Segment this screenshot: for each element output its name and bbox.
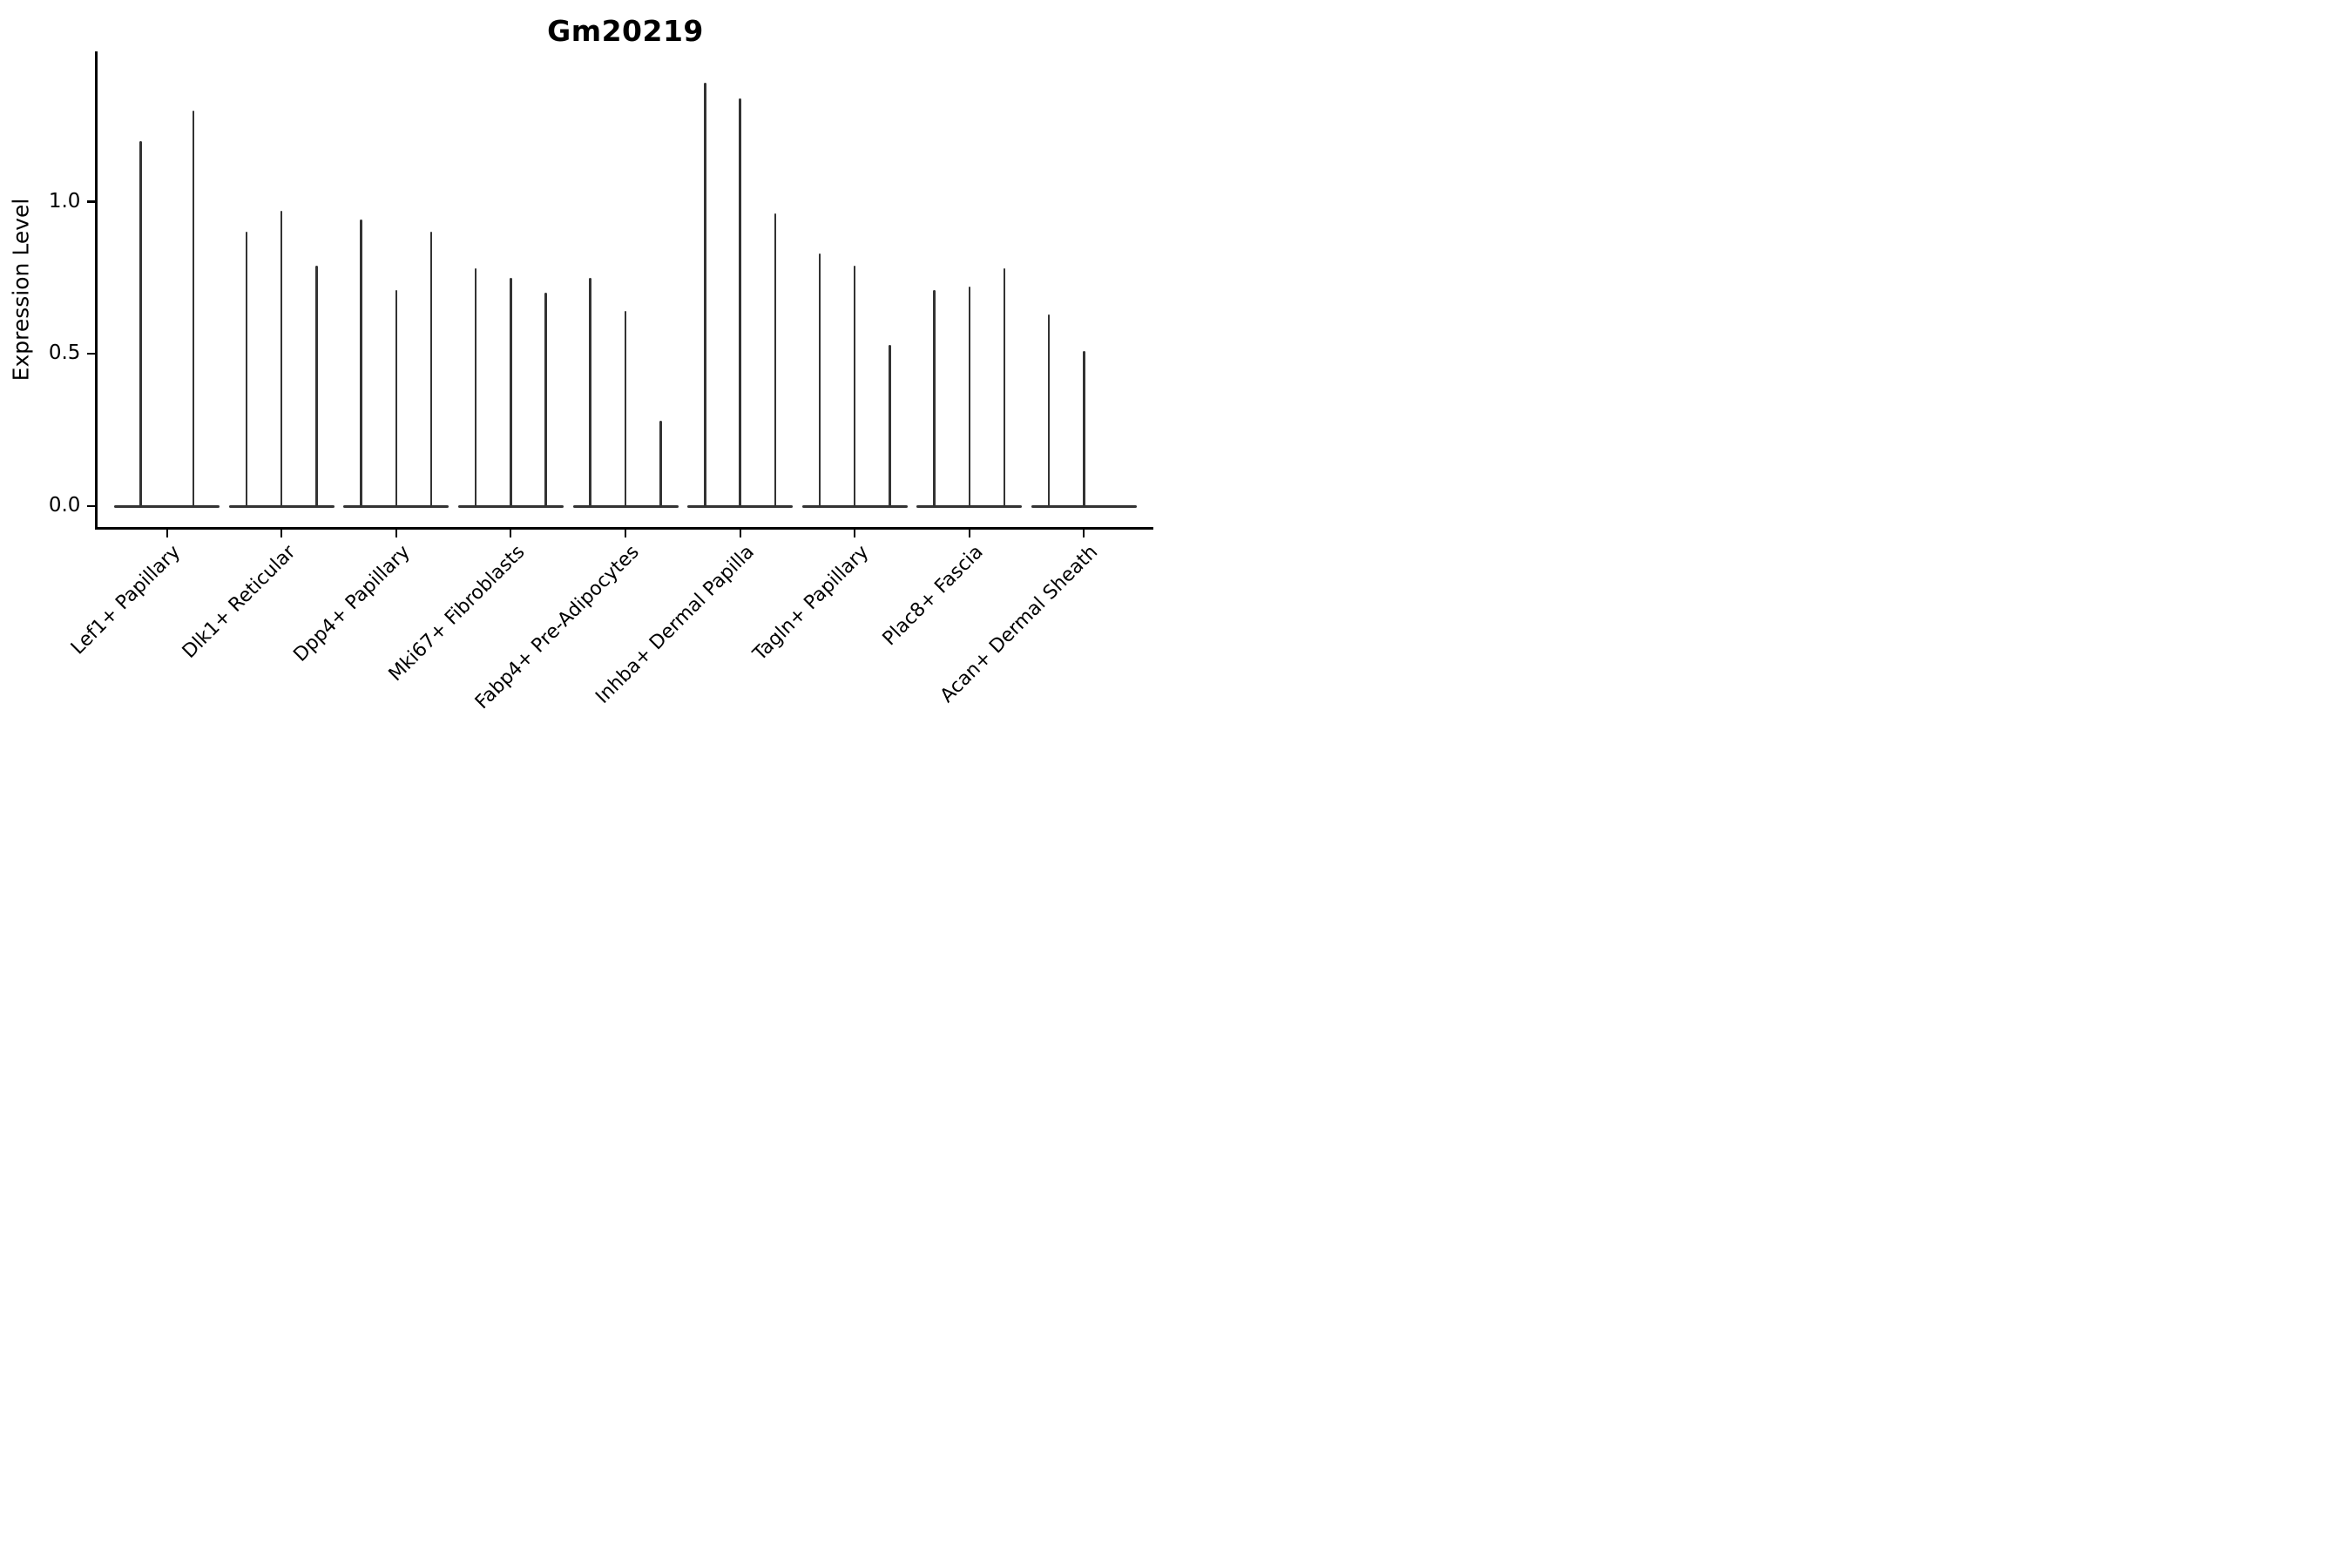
- violin-spike: [139, 140, 142, 506]
- violin-spike: [659, 421, 662, 506]
- x-tick: [510, 529, 512, 537]
- violin-base: [572, 504, 679, 508]
- y-tick: [87, 200, 96, 203]
- violin-plot-figure: Gm20219 Expression Level 0.0 0.5 1.0 Lef1+ …: [0, 0, 1176, 784]
- violin-spike: [703, 83, 706, 506]
- y-tick: [87, 504, 96, 508]
- x-tick: [739, 529, 741, 537]
- x-tick: [1083, 529, 1085, 537]
- violin-base: [801, 504, 908, 508]
- x-tick: [280, 529, 283, 537]
- violin-spike: [280, 210, 283, 506]
- violin-spike: [429, 232, 433, 506]
- x-tick-label: Dpp4+ Papillary: [289, 540, 415, 666]
- violin-spike: [968, 287, 971, 506]
- violin-spike: [589, 277, 591, 506]
- x-tick: [395, 529, 397, 537]
- violin-spike: [739, 98, 741, 506]
- violin-spike: [889, 344, 891, 506]
- violin-base: [1031, 504, 1137, 508]
- violin-spike: [1083, 350, 1085, 506]
- violin-spike: [774, 213, 777, 506]
- x-tick: [854, 529, 856, 537]
- y-axis-spine: [95, 51, 98, 530]
- x-tick: [624, 529, 627, 537]
- y-tick-label: 0.0: [48, 494, 81, 517]
- violin-base: [114, 504, 220, 508]
- y-tick-label: 1.0: [48, 189, 81, 213]
- x-tick-label: Plac8+ Fascia: [878, 540, 988, 650]
- violin-spike: [474, 268, 477, 506]
- violin-spike: [624, 311, 627, 506]
- violin-spike: [245, 232, 248, 506]
- violin-spike: [510, 277, 512, 506]
- x-tick-label: Lef1+ Papillary: [67, 540, 186, 659]
- x-tick: [166, 529, 168, 537]
- x-axis-spine: [95, 527, 1153, 530]
- violin-spike: [192, 110, 195, 506]
- violin-spike: [853, 265, 856, 506]
- violin-base: [687, 504, 794, 508]
- violin-spike: [395, 289, 398, 506]
- violin-spike: [544, 293, 548, 506]
- y-tick: [87, 353, 96, 355]
- y-tick-label: 0.5: [48, 341, 81, 365]
- violin-base: [457, 504, 564, 508]
- violin-spike: [315, 265, 318, 506]
- x-tick: [968, 529, 970, 537]
- violin-base: [916, 504, 1023, 508]
- violin-base: [343, 504, 449, 508]
- violin-spike: [360, 220, 362, 506]
- violin-spike: [933, 289, 936, 506]
- violin-spike: [1047, 314, 1051, 506]
- violin-spike: [1003, 268, 1006, 506]
- violin-base: [228, 504, 335, 508]
- x-tick-label: Dlk1+ Reticular: [178, 540, 301, 663]
- violin-spike: [818, 253, 821, 506]
- chart-title: Gm20219: [547, 14, 704, 48]
- x-tick-label: Tagln+ Papillary: [748, 540, 874, 666]
